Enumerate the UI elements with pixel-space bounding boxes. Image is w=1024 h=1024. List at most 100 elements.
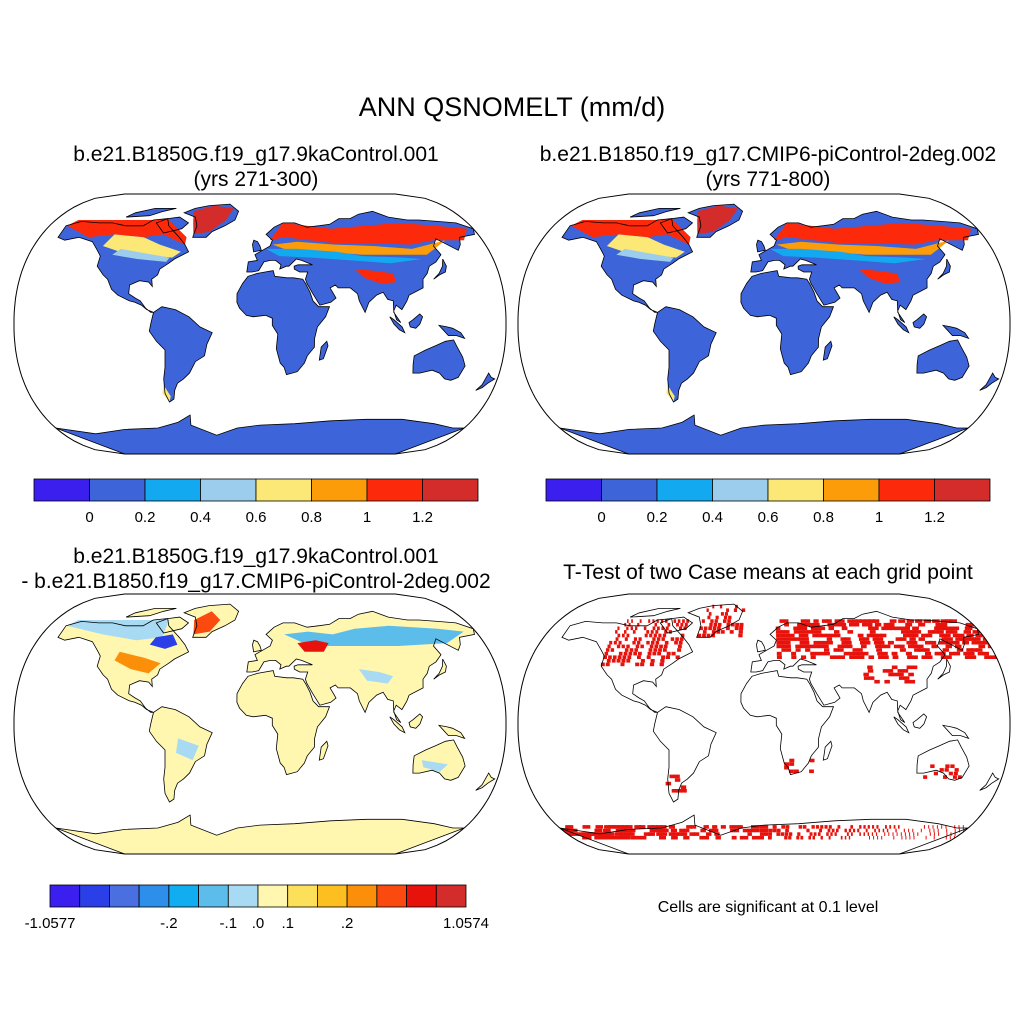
signif-cell [656, 619, 659, 623]
signif-cell [918, 622, 926, 627]
signif-cell [791, 651, 797, 656]
signif-cell [945, 630, 953, 634]
colorbar-swatch [255, 478, 312, 502]
colorbar-tick-label: 0.6 [758, 509, 779, 526]
land-arctic_is [126, 608, 177, 618]
colorbar-tick-label: 0.4 [702, 509, 723, 526]
signif-cell [638, 651, 642, 656]
signif-cell [621, 644, 625, 649]
value-region [421, 760, 448, 772]
colorbar-swatch [138, 884, 170, 908]
coastline-eurasia [246, 210, 475, 323]
signif-cell [811, 825, 815, 829]
signif-cell [759, 825, 764, 829]
signif-cell [925, 640, 932, 645]
panel-title-line1: b.e21.B1850.f19_g17.CMIP6-piControl-2deg… [539, 143, 997, 166]
coastline-newguinea [941, 724, 970, 740]
signif-cell [952, 640, 960, 645]
signif-cell [710, 619, 714, 623]
signif-cell [828, 835, 831, 840]
signif-cell [731, 835, 737, 840]
signif-cell [683, 828, 690, 833]
signif-cell [834, 655, 841, 659]
signif-cell [618, 832, 627, 836]
signif-cell [678, 640, 683, 645]
signif-cell [657, 626, 660, 631]
value-region [297, 640, 329, 652]
signif-cell [617, 825, 625, 829]
signif-cell [871, 832, 874, 836]
signif-cell [840, 835, 843, 840]
signif-cell [789, 762, 795, 766]
signif-cell [813, 640, 819, 645]
land-australia [916, 339, 970, 381]
signif-cell [837, 825, 841, 829]
colorbar-swatch [257, 884, 289, 908]
signif-cell [730, 622, 735, 627]
signif-cell [660, 825, 667, 829]
signif-cell [819, 626, 826, 631]
signif-cell [822, 640, 829, 645]
main-title: ANN QSNOMELT (mm/d) [358, 92, 666, 122]
signif-cell [776, 828, 781, 833]
coastline-uk [756, 639, 766, 653]
signif-cell [720, 612, 724, 616]
signif-cell [616, 659, 621, 663]
signif-cell [660, 619, 664, 623]
signif-cell [973, 637, 981, 641]
signif-cell [966, 633, 974, 638]
signif-cell [755, 828, 760, 833]
signif-cell [862, 651, 869, 656]
signif-cell [963, 651, 970, 656]
signif-cell [906, 665, 913, 670]
signif-cell [712, 626, 717, 631]
signif-cell [803, 633, 809, 638]
signif-cell [755, 825, 760, 829]
colorbar-tick-label: 1 [363, 509, 371, 526]
coastline-sumatra [893, 316, 910, 334]
signif-cell [784, 622, 789, 627]
land-uk [756, 240, 766, 252]
signif-cell [603, 828, 611, 833]
signif-cell [654, 644, 659, 649]
coastline-arctic_is [629, 608, 681, 618]
signif-cell [828, 626, 834, 631]
signif-cell [877, 835, 879, 840]
signif-cell [703, 825, 709, 829]
signif-cell [923, 619, 932, 623]
signif-cell [776, 651, 782, 656]
signif-cell [675, 655, 680, 659]
signif-cell [954, 644, 962, 649]
signif-cell [739, 626, 744, 631]
land-newguinea [439, 725, 465, 739]
signif-cell [829, 655, 836, 659]
land-madagascar [319, 741, 328, 761]
signif-cell [937, 828, 939, 833]
signif-cell [784, 835, 788, 840]
signif-cell [800, 644, 806, 649]
colorbar-swatch [823, 478, 880, 502]
signif-cell [648, 619, 651, 623]
signif-cell [853, 622, 860, 627]
signif-cell [840, 637, 846, 641]
signif-cell [943, 633, 951, 638]
signif-cell [624, 828, 632, 833]
signif-cell [635, 662, 640, 667]
land-australia [412, 739, 466, 781]
signif-cell [671, 651, 676, 656]
signif-cell [662, 828, 669, 833]
signif-cell [810, 651, 816, 656]
signif-cell [628, 828, 636, 833]
signif-cell [971, 648, 978, 652]
signif-cell [852, 648, 859, 652]
signif-cell [776, 640, 782, 645]
signif-cell [785, 644, 791, 649]
signif-cell [839, 655, 845, 659]
coastline-greenland [687, 203, 744, 238]
signif-cell [809, 644, 815, 649]
signif-cell [873, 640, 880, 645]
colorbar-swatch [33, 478, 90, 502]
signif-cell [851, 832, 853, 836]
signif-cell [890, 626, 897, 631]
signif-cell [830, 633, 836, 638]
